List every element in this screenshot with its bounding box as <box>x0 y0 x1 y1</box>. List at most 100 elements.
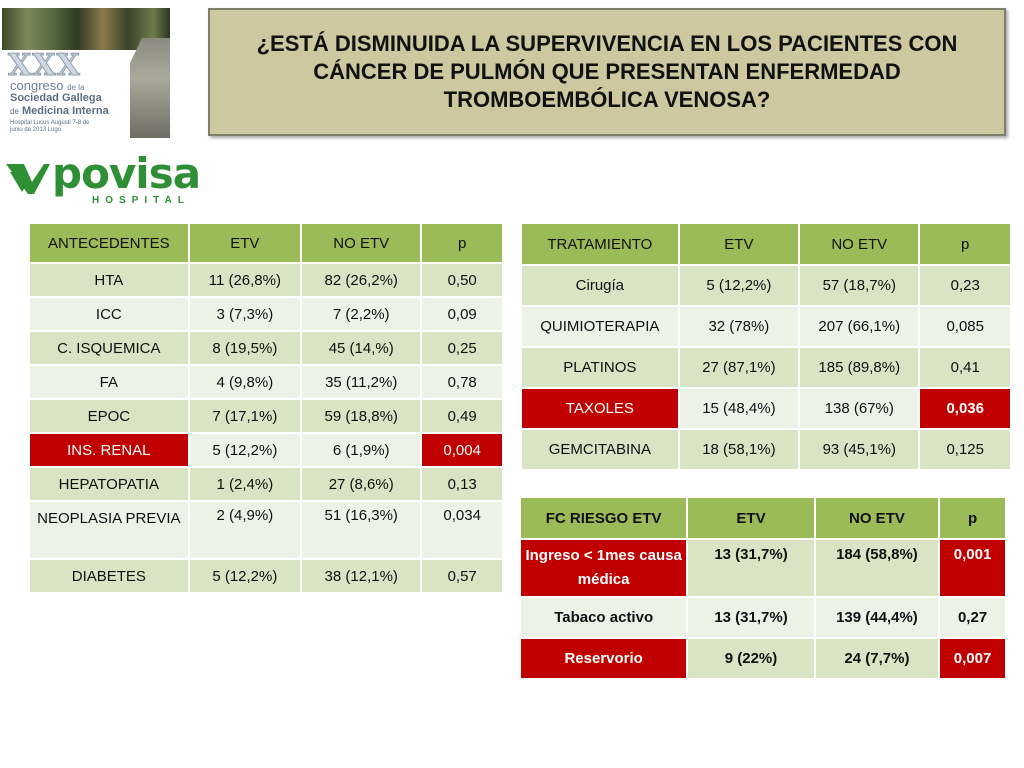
table-row: FA 4 (9,8%) 35 (11,2%) 0,78 <box>28 364 504 400</box>
cell-p: 0,78 <box>420 364 504 400</box>
congress-line1: congreso <box>10 78 64 93</box>
column-header: ETV <box>677 222 801 266</box>
cell-p: 0,23 <box>918 264 1012 307</box>
table-row: GEMCITABINA 18 (58,1%) 93 (45,1%) 0,125 <box>520 428 1012 471</box>
row-label-highlight: Ingreso < 1mes causa médica <box>518 538 689 598</box>
tower-image <box>130 38 170 138</box>
cell-etv: 3 (7,3%) <box>187 296 303 332</box>
cell-p: 0,125 <box>918 428 1012 471</box>
table-row: HEPATOPATIA 1 (2,4%) 27 (8,6%) 0,13 <box>28 466 504 502</box>
cell-no-etv: 7 (2,2%) <box>300 296 423 332</box>
table-row: ICC 3 (7,3%) 7 (2,2%) 0,09 <box>28 296 504 332</box>
table-row: C. ISQUEMICA 8 (19,5%) 45 (14,%) 0,25 <box>28 330 504 366</box>
row-label: HTA <box>28 262 190 298</box>
page-title: ¿ESTÁ DISMINUIDA LA SUPERVIVENCIA EN LOS… <box>256 31 958 112</box>
column-header: p <box>918 222 1012 266</box>
congress-numeral: XXX <box>8 48 81 84</box>
cell-etv: 2 (4,9%) <box>187 500 303 560</box>
cell-etv: 5 (12,2%) <box>187 558 303 594</box>
title-box: ¿ESTÁ DISMINUIDA LA SUPERVIVENCIA EN LOS… <box>208 8 1006 136</box>
row-label-highlight: Reservorio <box>518 637 689 680</box>
table-row: Ingreso < 1mes causa médica 13 (31,7%) 1… <box>518 538 1007 598</box>
cell-etv: 4 (9,8%) <box>187 364 303 400</box>
cell-etv: 15 (48,4%) <box>677 387 801 430</box>
cell-p: 0,57 <box>420 558 504 594</box>
cell-p-highlight: 0,004 <box>420 432 504 468</box>
row-label-highlight: TAXOLES <box>520 387 680 430</box>
cell-etv: 1 (2,4%) <box>187 466 303 502</box>
povisa-name: povisa <box>52 149 201 198</box>
table-row: INS. RENAL 5 (12,2%) 6 (1,9%) 0,004 <box>28 432 504 468</box>
cell-no-etv: 57 (18,7%) <box>798 264 921 307</box>
antecedentes-table: ANTECEDENTES ETV NO ETV p HTA 11 (26,8%)… <box>28 222 504 594</box>
cell-etv: 11 (26,8%) <box>187 262 303 298</box>
cell-p: 0,25 <box>420 330 504 366</box>
column-header: TRATAMIENTO <box>520 222 680 266</box>
row-label: ICC <box>28 296 190 332</box>
cell-p: 0,49 <box>420 398 504 434</box>
cell-no-etv: 185 (89,8%) <box>798 346 921 389</box>
cell-no-etv: 59 (18,8%) <box>300 398 423 434</box>
cell-p: 0,27 <box>938 596 1007 639</box>
row-label: NEOPLASIA PREVIA <box>28 500 190 560</box>
table-row: Cirugía 5 (12,2%) 57 (18,7%) 0,23 <box>520 264 1012 307</box>
cell-etv: 9 (22%) <box>686 637 816 680</box>
congress-line3-small: de <box>10 107 19 116</box>
cell-p-highlight: 0,001 <box>938 538 1007 598</box>
row-label: C. ISQUEMICA <box>28 330 190 366</box>
column-header: ETV <box>686 496 816 540</box>
cell-etv: 32 (78%) <box>677 305 801 348</box>
column-header: FC RIESGO ETV <box>518 496 689 540</box>
row-label: Tabaco activo <box>518 596 689 639</box>
cell-p: 0,50 <box>420 262 504 298</box>
cell-p: 0,09 <box>420 296 504 332</box>
cell-no-etv: 82 (26,2%) <box>300 262 423 298</box>
column-header: NO ETV <box>300 222 423 264</box>
table-header-row: ANTECEDENTES ETV NO ETV p <box>28 222 504 264</box>
column-header: p <box>420 222 504 264</box>
cell-etv: 27 (87,1%) <box>677 346 801 389</box>
congress-line2: Sociedad Gallega <box>10 92 102 104</box>
tratamiento-table: TRATAMIENTO ETV NO ETV p Cirugía 5 (12,2… <box>520 222 1012 471</box>
column-header: ETV <box>187 222 303 264</box>
cell-etv: 13 (31,7%) <box>686 596 816 639</box>
cell-no-etv: 93 (45,1%) <box>798 428 921 471</box>
cell-no-etv: 138 (67%) <box>798 387 921 430</box>
row-label: HEPATOPATIA <box>28 466 190 502</box>
congress-line4: Hospital Lucus Augusti 7-8 de junio de 2… <box>10 120 90 133</box>
cell-etv: 5 (12,2%) <box>187 432 303 468</box>
cell-no-etv: 35 (11,2%) <box>300 364 423 400</box>
column-header: NO ETV <box>813 496 941 540</box>
row-label: DIABETES <box>28 558 190 594</box>
row-label: QUIMIOTERAPIA <box>520 305 680 348</box>
cell-p: 0,41 <box>918 346 1012 389</box>
cell-no-etv: 45 (14,%) <box>300 330 423 366</box>
table-row: Tabaco activo 13 (31,7%) 139 (44,4%) 0,2… <box>518 596 1007 639</box>
table-row: TAXOLES 15 (48,4%) 138 (67%) 0,036 <box>520 387 1012 430</box>
cell-etv: 18 (58,1%) <box>677 428 801 471</box>
table-row: HTA 11 (26,8%) 82 (26,2%) 0,50 <box>28 262 504 298</box>
cell-p-highlight: 0,007 <box>938 637 1007 680</box>
cell-no-etv: 51 (16,3%) <box>300 500 423 560</box>
congress-logo: XXX congreso de la Sociedad Gallega de M… <box>2 8 170 138</box>
cell-etv: 5 (12,2%) <box>677 264 801 307</box>
povisa-logo: povisa HOSPITAL <box>0 150 210 208</box>
cell-p-highlight: 0,036 <box>918 387 1012 430</box>
row-label: FA <box>28 364 190 400</box>
cell-no-etv: 184 (58,8%) <box>813 538 941 598</box>
povisa-subtitle: HOSPITAL <box>92 195 190 206</box>
table-row: EPOC 7 (17,1%) 59 (18,8%) 0,49 <box>28 398 504 434</box>
cell-no-etv: 38 (12,1%) <box>300 558 423 594</box>
row-label: EPOC <box>28 398 190 434</box>
cell-p: 0,13 <box>420 466 504 502</box>
column-header: NO ETV <box>798 222 921 266</box>
table-row: NEOPLASIA PREVIA 2 (4,9%) 51 (16,3%) 0,0… <box>28 500 504 560</box>
cell-no-etv: 139 (44,4%) <box>813 596 941 639</box>
cell-no-etv: 27 (8,6%) <box>300 466 423 502</box>
table-row: PLATINOS 27 (87,1%) 185 (89,8%) 0,41 <box>520 346 1012 389</box>
povisa-mark-icon <box>6 164 50 194</box>
table-row: Reservorio 9 (22%) 24 (7,7%) 0,007 <box>518 637 1007 680</box>
column-header: ANTECEDENTES <box>28 222 190 264</box>
row-label: GEMCITABINA <box>520 428 680 471</box>
cell-etv: 8 (19,5%) <box>187 330 303 366</box>
